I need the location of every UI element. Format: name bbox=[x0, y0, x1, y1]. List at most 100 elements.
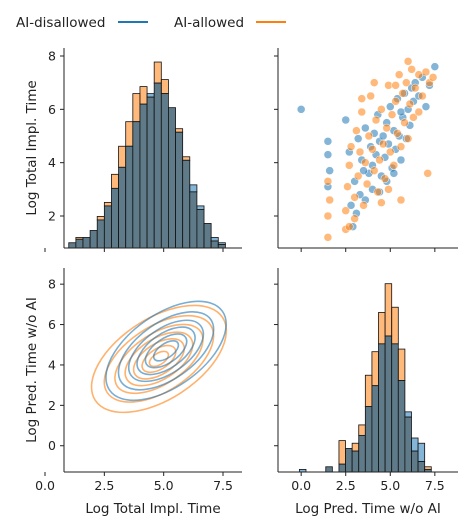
hist-impl-bar-overlap bbox=[68, 242, 77, 249]
hist-impl-bar-top bbox=[146, 93, 155, 98]
scatter-point-ai-allowed bbox=[346, 142, 356, 151]
hist-impl-bar-top bbox=[210, 237, 219, 242]
y-tick-label-tl: 2 bbox=[48, 209, 56, 224]
hist-impl-bar-overlap bbox=[75, 238, 84, 249]
scatter-point-ai-disallowed bbox=[421, 102, 431, 111]
x-axis-label-impl: Log Total Impl. Time bbox=[85, 501, 220, 517]
kde-contour-ai-allowed bbox=[141, 344, 177, 374]
scatter-point-ai-allowed bbox=[389, 161, 399, 170]
scatter-point-ai-allowed bbox=[355, 147, 365, 157]
x-tick-label-bl: 7.5 bbox=[213, 478, 233, 493]
hist-pred-bar-overlap bbox=[378, 343, 386, 473]
kde-contour-ai-disallowed bbox=[117, 311, 215, 391]
hist-impl-bar-overlap bbox=[153, 82, 162, 249]
scatter-point-ai-allowed bbox=[414, 107, 424, 117]
hist-pred-bar-top bbox=[384, 283, 393, 337]
hist-pred-bar-overlap bbox=[351, 450, 360, 473]
x-tick-label-br: 0.0 bbox=[291, 478, 311, 493]
y-tick-label-bl: 0 bbox=[48, 438, 56, 453]
scatter-point-ai-allowed bbox=[386, 147, 395, 157]
scatter-point-ai-allowed bbox=[359, 201, 368, 210]
x-axis-label-pred: Log Pred. Time w/o AI bbox=[295, 501, 441, 517]
hist-pred-bar-overlap bbox=[404, 416, 412, 473]
scatter-point-ai-allowed bbox=[362, 179, 372, 189]
hist-impl-bar-overlap bbox=[118, 166, 127, 249]
hist-impl-bar-top bbox=[189, 184, 198, 193]
scatter-point-ai-allowed bbox=[407, 65, 416, 74]
x-tick-label-bl: 0.0 bbox=[35, 478, 55, 493]
x-tick-label-br: 7.5 bbox=[425, 478, 445, 493]
scatter-point-ai-allowed bbox=[343, 182, 352, 191]
hist-impl-bar-overlap bbox=[139, 103, 148, 249]
scatter-point-ai-disallowed bbox=[430, 62, 440, 71]
scatter-point-ai-allowed bbox=[403, 134, 413, 143]
hist-impl-bar-overlap bbox=[103, 205, 112, 249]
hist-impl-bar-overlap bbox=[89, 230, 98, 249]
hist-pred-bar-top bbox=[364, 374, 373, 408]
y-tick-label-bl: 6 bbox=[48, 317, 56, 332]
hist-impl-bar-overlap bbox=[217, 244, 226, 249]
scatter-point-ai-allowed bbox=[421, 67, 431, 77]
scatter-point-ai-allowed bbox=[423, 169, 432, 178]
scatter-point-ai-disallowed bbox=[323, 150, 333, 159]
scatter-point-ai-allowed bbox=[323, 211, 333, 221]
hist-impl-bar-overlap bbox=[111, 187, 119, 249]
scatter-point-ai-disallowed bbox=[346, 201, 356, 210]
hist-impl-bar-top bbox=[132, 93, 141, 123]
hist-pred-bar-overlap bbox=[338, 463, 346, 473]
y-tick-label-bl: 2 bbox=[48, 398, 56, 413]
hist-impl-bar-overlap bbox=[82, 237, 91, 249]
hist-pred-bar-top bbox=[351, 442, 360, 452]
hist-impl-bar-overlap bbox=[125, 145, 134, 249]
kde-contour-ai-allowed bbox=[90, 304, 228, 414]
hist-pred-bar-overlap bbox=[417, 461, 426, 473]
hist-pred-bar-top bbox=[411, 437, 419, 452]
legend-label-ai-allowed: AI-allowed bbox=[174, 15, 244, 31]
x-tick-label-br: 2.5 bbox=[336, 478, 356, 493]
scatter-point-ai-allowed bbox=[384, 81, 393, 90]
scatter-point-ai-disallowed bbox=[359, 166, 368, 175]
hist-pred-bar-overlap bbox=[384, 335, 393, 473]
y-axis-label-impl: Log Total Impl. Time bbox=[24, 80, 40, 215]
scatter-point-ai-allowed bbox=[361, 158, 370, 167]
hist-impl-bar-overlap bbox=[175, 131, 184, 249]
scatter-point-ai-allowed bbox=[391, 81, 400, 90]
hist-pred-bar-top bbox=[391, 306, 399, 345]
scatter-point-ai-allowed bbox=[357, 94, 367, 103]
scatter-point-ai-allowed bbox=[325, 195, 334, 205]
hist-pred-bar-top bbox=[378, 312, 386, 345]
scatter-point-ai-allowed bbox=[418, 91, 427, 101]
scatter-point-ai-disallowed bbox=[323, 137, 333, 146]
hist-pred-bar-overlap bbox=[411, 450, 419, 473]
kde-contour-ai-disallowed bbox=[105, 300, 227, 402]
scatter-point-ai-disallowed bbox=[378, 131, 388, 141]
scatter-point-ai-disallowed bbox=[386, 102, 395, 111]
scatter-point-ai-allowed bbox=[353, 171, 363, 181]
scatter-point-ai-allowed bbox=[410, 83, 420, 93]
y-tick-label-bl: 4 bbox=[48, 357, 56, 372]
hist-impl-bar-overlap bbox=[168, 107, 176, 249]
scatter-point-ai-allowed bbox=[352, 126, 361, 135]
hist-pred-bar-overlap bbox=[345, 448, 353, 473]
hist-impl-bar-overlap bbox=[146, 96, 155, 249]
scatter-point-ai-allowed bbox=[387, 110, 397, 119]
hist-impl-bar-overlap bbox=[210, 240, 219, 249]
y-tick-label-tl: 8 bbox=[48, 49, 56, 64]
scatter-point-ai-allowed bbox=[409, 113, 418, 122]
scatter-point-ai-allowed bbox=[382, 123, 391, 133]
hist-pred-bar-overlap bbox=[397, 380, 406, 473]
kde-contour-ai-allowed bbox=[103, 314, 215, 403]
hist-impl-bar-overlap bbox=[182, 159, 191, 249]
scatter-point-ai-allowed bbox=[398, 89, 408, 98]
scatter-point-ai-allowed bbox=[369, 166, 379, 175]
scatter-point-ai-allowed bbox=[350, 193, 359, 202]
scatter-point-ai-disallowed bbox=[396, 155, 406, 165]
scatter-point-ai-disallowed bbox=[361, 123, 370, 133]
hist-pred-bar-top bbox=[404, 411, 412, 418]
scatter-point-ai-allowed bbox=[350, 214, 359, 223]
scatter-point-ai-allowed bbox=[341, 206, 350, 215]
kde-contour-ai-disallowed bbox=[152, 339, 180, 362]
scatter-point-ai-allowed bbox=[403, 57, 413, 66]
scatter-point-ai-allowed bbox=[380, 174, 390, 183]
scatter-point-ai-allowed bbox=[400, 118, 409, 127]
